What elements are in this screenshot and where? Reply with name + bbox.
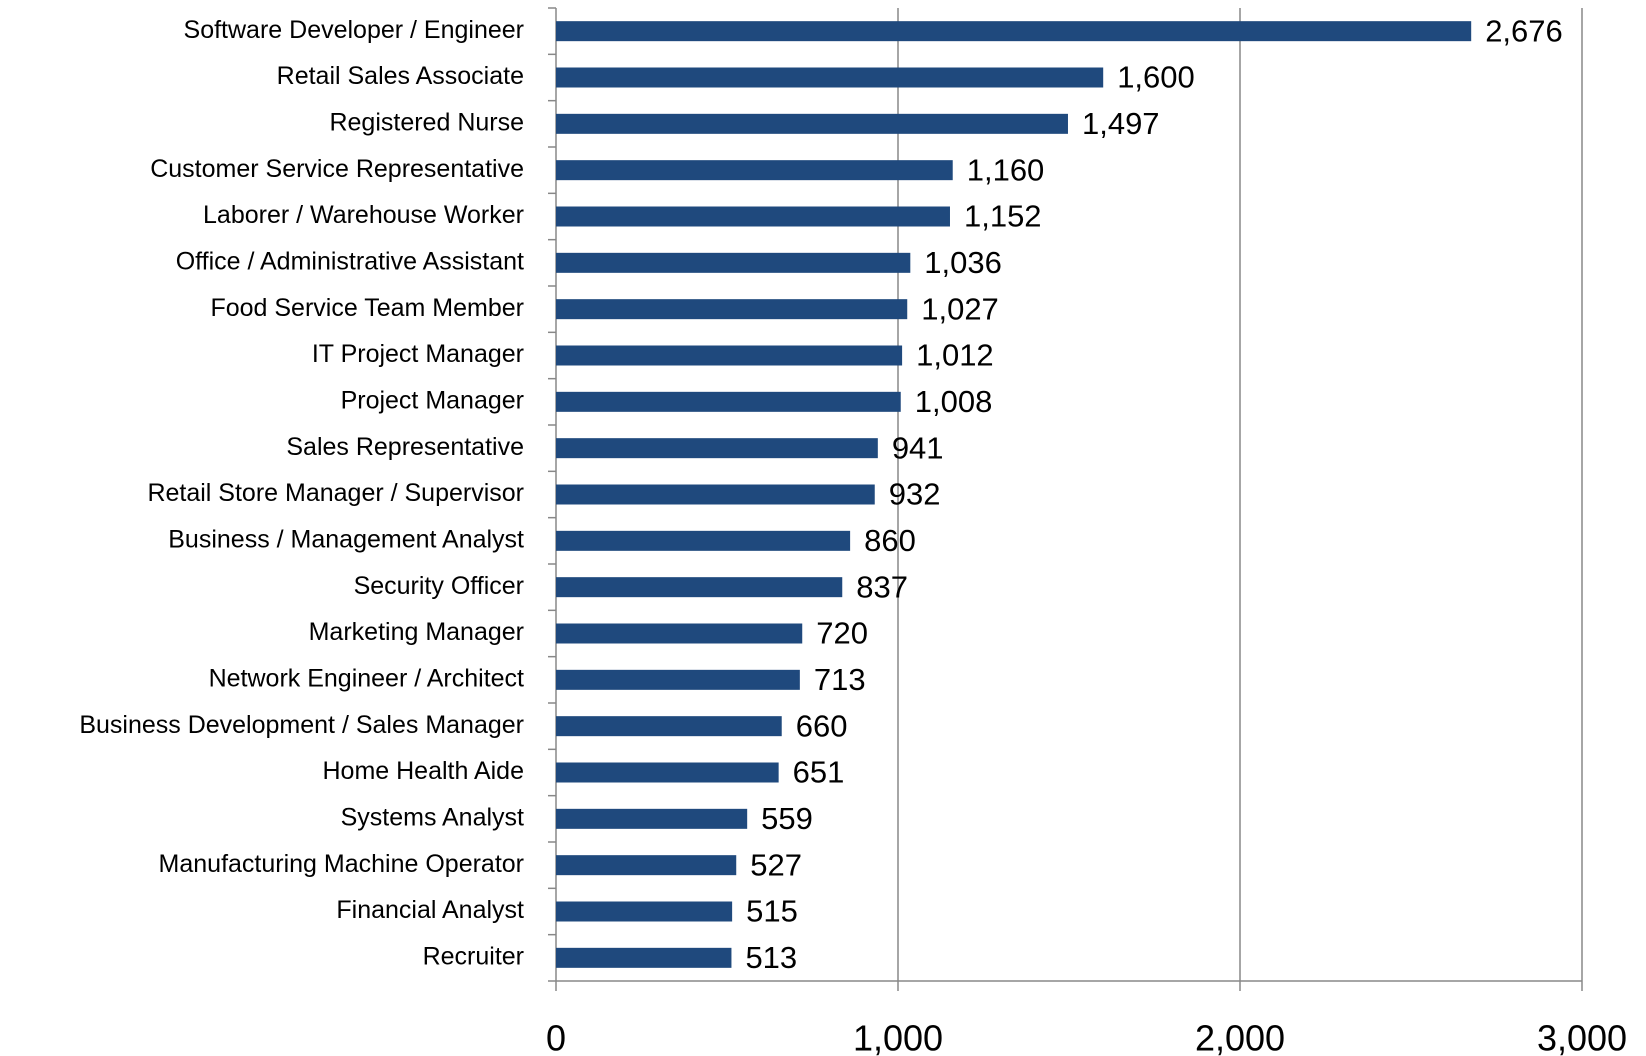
bar <box>556 67 1104 88</box>
value-label: 1,160 <box>967 152 1045 187</box>
value-label: 1,008 <box>915 384 993 419</box>
value-label: 513 <box>745 940 797 975</box>
bar <box>556 21 1472 42</box>
value-label: 713 <box>814 662 866 697</box>
y-tick-label: Project Manager <box>341 386 524 414</box>
value-label: 515 <box>746 894 798 929</box>
value-label: 1,152 <box>964 199 1042 234</box>
x-tick-label: 1,000 <box>853 1018 943 1056</box>
y-tick-label: IT Project Manager <box>312 340 524 368</box>
y-tick-label: Manufacturing Machine Operator <box>159 850 524 878</box>
y-tick-label: Financial Analyst <box>336 896 524 924</box>
value-label: 1,036 <box>924 245 1002 280</box>
value-label: 559 <box>761 801 813 836</box>
value-label: 1,012 <box>916 338 994 373</box>
value-label: 1,497 <box>1082 106 1160 141</box>
bar <box>556 762 779 783</box>
value-label: 860 <box>864 523 916 558</box>
y-tick-label: Security Officer <box>354 572 524 600</box>
x-tick-label: 2,000 <box>1195 1018 1285 1056</box>
bar <box>556 669 800 690</box>
value-label: 660 <box>796 708 848 743</box>
bar <box>556 113 1068 134</box>
y-tick-label: Office / Administrative Assistant <box>176 247 524 275</box>
bar <box>556 716 782 737</box>
bar <box>556 438 878 459</box>
bar <box>556 252 911 273</box>
y-tick-label: Registered Nurse <box>329 108 524 136</box>
y-tick-label: Sales Representative <box>286 433 524 461</box>
x-tick-label: 0 <box>546 1018 566 1056</box>
y-tick-label: Network Engineer / Architect <box>209 664 524 692</box>
value-label: 2,676 <box>1485 13 1563 48</box>
bar <box>556 623 803 644</box>
bar <box>556 530 851 551</box>
bar <box>556 160 953 181</box>
y-tick-label: Retail Store Manager / Supervisor <box>147 479 524 507</box>
y-tick-label: Laborer / Warehouse Worker <box>203 201 524 229</box>
value-label: 1,600 <box>1117 60 1195 95</box>
bar <box>556 391 901 412</box>
x-tick-label: 3,000 <box>1537 1018 1627 1056</box>
value-label: 1,027 <box>921 291 999 326</box>
y-tick-label: Home Health Aide <box>322 757 524 785</box>
bar <box>556 901 733 922</box>
y-tick-label: Systems Analyst <box>341 803 524 831</box>
value-label: 720 <box>816 616 868 651</box>
value-label: 651 <box>793 755 845 790</box>
value-label: 941 <box>892 430 944 465</box>
y-tick-label: Recruiter <box>423 942 524 970</box>
bar <box>556 206 950 227</box>
y-tick-label: Marketing Manager <box>309 618 524 646</box>
bar <box>556 345 903 366</box>
y-tick-label: Retail Sales Associate <box>277 62 524 90</box>
value-label: 527 <box>750 847 802 882</box>
value-label: 932 <box>889 477 941 512</box>
y-tick-label: Software Developer / Engineer <box>184 16 524 44</box>
bar <box>556 484 875 505</box>
bar <box>556 808 748 829</box>
value-label: 837 <box>856 569 908 604</box>
y-tick-label: Business Development / Sales Manager <box>79 711 524 739</box>
bar <box>556 855 737 876</box>
bar <box>556 947 732 968</box>
bar <box>556 299 908 320</box>
y-tick-label: Business / Management Analyst <box>168 525 524 553</box>
y-tick-label: Food Service Team Member <box>210 294 524 322</box>
y-tick-label: Customer Service Representative <box>150 155 524 183</box>
bar <box>556 577 843 598</box>
